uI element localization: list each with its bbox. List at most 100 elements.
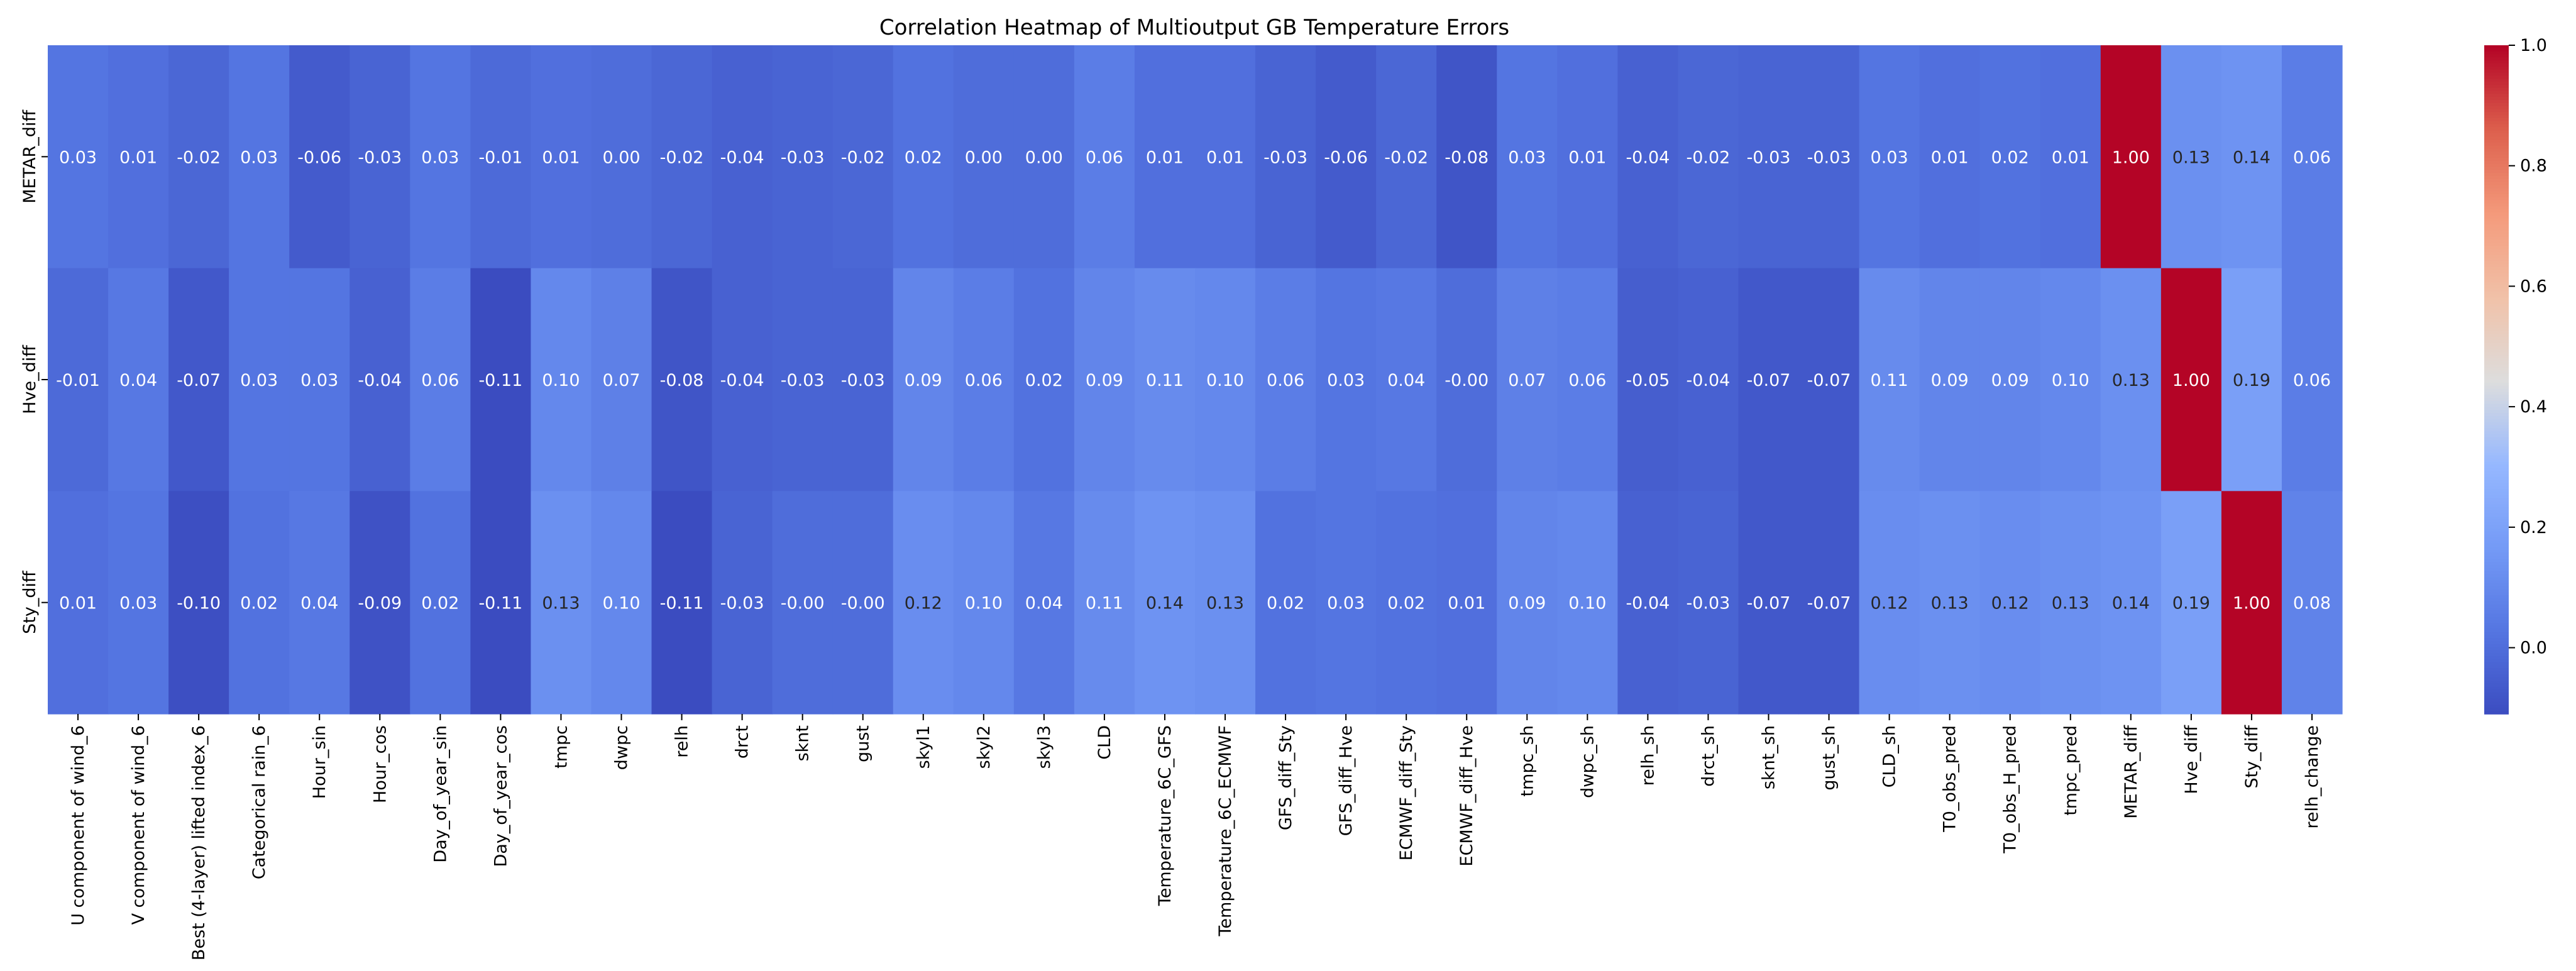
x-tick-label: gust: [854, 725, 873, 762]
cell-value-label: 0.01: [59, 594, 97, 613]
heatmap-cell: [591, 45, 652, 269]
colorbar-segment: [2484, 291, 2509, 295]
heatmap-cell: [893, 268, 954, 491]
colorbar-segment: [2484, 440, 2509, 444]
x-tick-label: gust_sh: [1820, 725, 1839, 791]
cell-value-label: -0.07: [177, 371, 221, 390]
colorbar-segment: [2484, 674, 2509, 678]
heatmap-cell: [48, 268, 109, 491]
colorbar-segment: [2484, 364, 2509, 368]
heatmap-cell: [350, 45, 410, 269]
cell-value-label: -0.02: [660, 148, 704, 167]
heatmap-cell: [289, 491, 350, 715]
cell-value-label: 0.04: [1025, 594, 1063, 613]
heatmap-cell: [108, 268, 169, 491]
heatmap-cell: [2221, 491, 2282, 715]
heatmap-cell: [1617, 268, 1679, 491]
cell-value-label: 0.13: [1931, 594, 1969, 613]
heatmap-cell: [1013, 268, 1075, 491]
cell-value-label: 0.01: [1448, 594, 1485, 613]
colorbar-segment: [2484, 528, 2509, 532]
x-tick-label: Day_of_year_cos: [491, 725, 510, 867]
colorbar-segment: [2484, 601, 2509, 605]
colorbar-segment: [2484, 127, 2509, 131]
colorbar-segment: [2484, 304, 2509, 307]
colorbar-segment: [2484, 544, 2509, 547]
x-tick-label: Hour_sin: [310, 725, 329, 799]
colorbar-tick-label: 0.2: [2520, 518, 2547, 537]
cell-value-label: 0.01: [1146, 148, 1184, 167]
cell-value-label: -0.11: [660, 594, 704, 613]
colorbar-segment: [2484, 51, 2509, 55]
colorbar-tick-label: 0.6: [2520, 277, 2547, 296]
cell-value-label: 0.14: [2233, 148, 2271, 167]
colorbar-segment: [2484, 693, 2509, 696]
cell-value-label: -0.08: [1445, 148, 1489, 167]
cell-value-label: -0.00: [841, 594, 885, 613]
colorbar-segment: [2484, 659, 2509, 663]
colorbar-segment: [2484, 595, 2509, 600]
y-tick-label: METAR_diff: [20, 109, 40, 204]
x-tick-label: tmpc_sh: [1517, 725, 1537, 797]
colorbar-segment: [2484, 309, 2509, 314]
cell-value-label: 0.11: [1146, 371, 1184, 390]
colorbar-segment: [2484, 510, 2509, 514]
colorbar-segment: [2484, 367, 2509, 371]
x-tick-label: dwpc_sh: [1578, 725, 1597, 798]
heatmap-cell: [108, 45, 169, 269]
cell-value-label: 0.01: [2052, 148, 2089, 167]
colorbar-segment: [2484, 94, 2509, 98]
cell-value-label: -0.03: [1263, 148, 1307, 167]
colorbar-segment: [2484, 392, 2509, 395]
colorbar-segment: [2484, 650, 2509, 654]
colorbar-segment: [2484, 315, 2509, 320]
heatmap-cell: [350, 268, 410, 491]
colorbar-segment: [2484, 701, 2509, 706]
colorbar-segment: [2484, 635, 2509, 639]
cell-value-label: 0.11: [1086, 594, 1123, 613]
colorbar-segment: [2484, 446, 2509, 451]
heatmap-cell: [2100, 491, 2162, 715]
colorbar-segment: [2484, 203, 2509, 207]
colorbar-segment: [2484, 495, 2509, 499]
x-tick-label: GFS_diff_Hve: [1336, 725, 1356, 836]
cell-value-label: 0.13: [2112, 371, 2150, 390]
x-tick-label: T0_obs_H_pred: [2001, 725, 2020, 854]
heatmap-cell: [893, 45, 954, 269]
colorbar-segment: [2484, 668, 2509, 672]
cell-value-label: 0.10: [2052, 371, 2089, 390]
colorbar-segment: [2484, 224, 2509, 228]
x-tick-label: tmpc_pred: [2061, 725, 2081, 816]
cell-value-label: 0.02: [1267, 594, 1304, 613]
cell-value-label: -0.02: [1384, 148, 1428, 167]
colorbar-segment: [2484, 398, 2509, 402]
colorbar-segment: [2484, 63, 2509, 67]
heatmap-cell: [1919, 268, 1981, 491]
colorbar-segment: [2484, 400, 2509, 405]
heatmap-cell: [470, 45, 532, 269]
colorbar-segment: [2484, 598, 2509, 602]
cell-value-label: 0.02: [1387, 594, 1425, 613]
colorbar-segment: [2484, 45, 2509, 49]
heatmap-cell: [2160, 45, 2222, 269]
colorbar-segment: [2484, 395, 2509, 398]
heatmap-cell: [2281, 268, 2343, 491]
colorbar-segment: [2484, 221, 2509, 226]
colorbar-segment: [2484, 677, 2509, 681]
heatmap-cell: [772, 45, 834, 269]
heatmap-cell: [2281, 45, 2343, 269]
cell-value-label: -0.03: [1807, 148, 1851, 167]
heatmap-cell: [2040, 268, 2101, 491]
heatmap-cell: [1798, 268, 1860, 491]
colorbar-segment: [2484, 102, 2509, 107]
cell-value-label: -0.09: [358, 594, 402, 613]
heatmap-cell: [229, 491, 290, 715]
colorbar-segment: [2484, 139, 2509, 143]
colorbar-segment: [2484, 632, 2509, 636]
colorbar-segment: [2484, 640, 2509, 645]
heatmap-cell: [1497, 45, 1558, 269]
cell-value-label: -0.07: [1807, 594, 1851, 613]
colorbar-segment: [2484, 461, 2509, 466]
heatmap-cell: [2281, 491, 2343, 715]
